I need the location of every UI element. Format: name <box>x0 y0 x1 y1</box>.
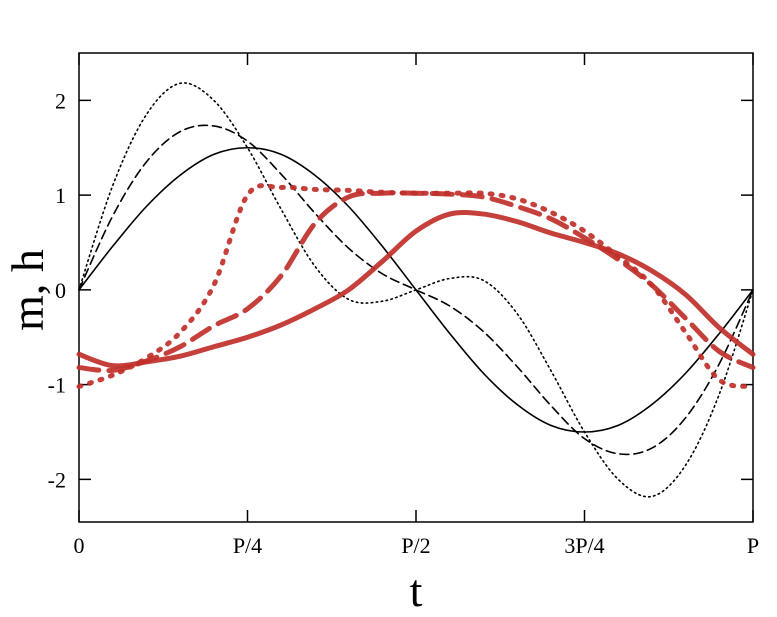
y-tick-label: 1 <box>55 183 66 208</box>
series-line-4 <box>76 209 756 369</box>
x-tick-label: P <box>747 533 759 558</box>
x-axis-label: t <box>410 565 423 616</box>
y-tick-label: -1 <box>48 373 66 398</box>
y-axis-label: m, h <box>2 249 53 331</box>
series-line-6 <box>76 183 756 390</box>
x-tick-label: 0 <box>74 533 85 558</box>
x-tick-label: P/2 <box>401 533 430 558</box>
series-line-3 <box>78 82 754 498</box>
y-tick-label: -2 <box>48 467 66 492</box>
x-tick-label: 3P/4 <box>564 533 604 558</box>
y-tick-label: 2 <box>55 88 66 113</box>
y-tick-label: 0 <box>55 278 66 303</box>
x-tick-label: P/4 <box>233 533 262 558</box>
ticks: 0 P/4 P/2 3P/4 P -2 -1 0 1 2 <box>48 53 759 558</box>
series-lines <box>76 82 756 498</box>
